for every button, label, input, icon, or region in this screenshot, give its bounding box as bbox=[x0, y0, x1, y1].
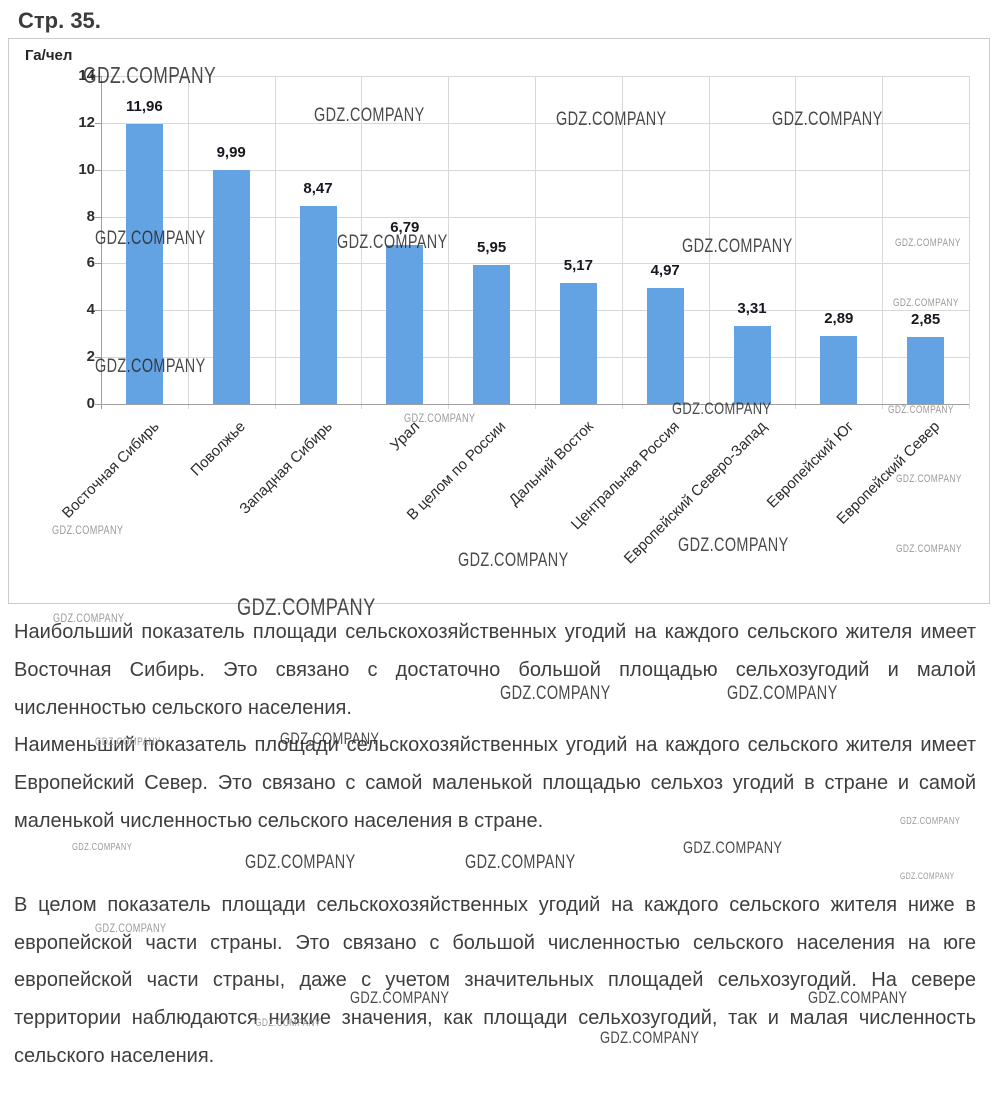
bar-value-label: 3,31 bbox=[737, 300, 767, 318]
bar bbox=[212, 169, 250, 404]
y-axis-tick bbox=[95, 76, 101, 77]
category-label: Восточная Сибирь bbox=[58, 418, 163, 522]
category-label: Поволжье bbox=[187, 418, 250, 480]
y-axis-tick bbox=[95, 263, 101, 265]
y-axis-tick-label: 14 bbox=[78, 67, 95, 84]
bar bbox=[386, 244, 424, 404]
bar-value-label: 8,47 bbox=[303, 179, 333, 197]
bar bbox=[299, 205, 337, 404]
bar-value-label: 2,89 bbox=[824, 310, 854, 328]
y-axis-title: Га/чел bbox=[25, 47, 73, 64]
gridline-v bbox=[708, 76, 710, 409]
y-axis-tick-label: 0 bbox=[86, 395, 95, 412]
y-axis-tick-label: 8 bbox=[86, 207, 95, 225]
y-axis-tick bbox=[95, 169, 101, 171]
y-axis-tick bbox=[95, 310, 101, 312]
bar bbox=[559, 282, 597, 404]
bar bbox=[733, 326, 771, 404]
category-label: В целом по России bbox=[404, 418, 510, 524]
answer-paragraph: Наибольший показатель площади сельскохоз… bbox=[14, 621, 976, 719]
y-axis-line bbox=[101, 76, 102, 409]
bar-chart: Га/чел 0 2 4 6 8 10 12 14 11,96 Восточная Сибирь 9… bbox=[8, 38, 990, 604]
gridline-v bbox=[274, 76, 276, 409]
y-axis-tick bbox=[95, 404, 101, 405]
y-axis-tick-label: 2 bbox=[86, 348, 95, 366]
gridline-v bbox=[969, 76, 970, 409]
bar-value-label: 5,17 bbox=[563, 256, 593, 274]
y-axis-tick bbox=[95, 122, 101, 124]
bar bbox=[907, 337, 945, 404]
category-label: Европейский Юг bbox=[763, 418, 857, 512]
gridline-v bbox=[535, 76, 536, 409]
bar bbox=[820, 336, 858, 404]
category-label: Дальний Восток bbox=[505, 418, 597, 510]
gridline-v bbox=[882, 76, 884, 409]
y-axis-tick-label: 10 bbox=[78, 160, 95, 178]
answer-paragraph: В целом показатель площади сельскохозяйс… bbox=[14, 893, 976, 1067]
gridline-v bbox=[361, 76, 363, 409]
y-axis-tick bbox=[95, 216, 101, 218]
y-axis-tick-label: 4 bbox=[86, 301, 95, 319]
category-label: Европейский Северо-Запад bbox=[620, 418, 771, 568]
bar bbox=[125, 123, 163, 404]
bar-value-label: 5,95 bbox=[476, 238, 507, 256]
y-axis-tick-label: 6 bbox=[86, 254, 95, 272]
gridline-v bbox=[795, 76, 797, 409]
bar-value-label: 11,96 bbox=[126, 97, 163, 115]
gridline-v bbox=[187, 76, 189, 409]
y-axis-tick-label: 12 bbox=[78, 113, 95, 131]
y-axis-tick bbox=[95, 357, 101, 359]
gridline-v bbox=[448, 76, 450, 409]
bar-value-label: 2,85 bbox=[910, 311, 941, 329]
bar bbox=[473, 264, 511, 404]
bar-value-label: 9,99 bbox=[216, 143, 246, 161]
bar bbox=[646, 287, 684, 404]
answer-text-block: Наибольший показатель площади сельскохоз… bbox=[14, 614, 976, 1076]
bar-value-label: 4,97 bbox=[650, 261, 680, 279]
gridline-v bbox=[621, 76, 623, 409]
page-title: Стр. 35. bbox=[18, 8, 101, 33]
category-label: Урал bbox=[386, 418, 423, 455]
category-label: Западная Сибирь bbox=[236, 418, 337, 518]
answer-paragraph: Наименьший показатель площади сельскохоз… bbox=[14, 734, 976, 832]
bar-value-label: 6,79 bbox=[390, 218, 420, 236]
x-axis-line bbox=[101, 404, 969, 405]
